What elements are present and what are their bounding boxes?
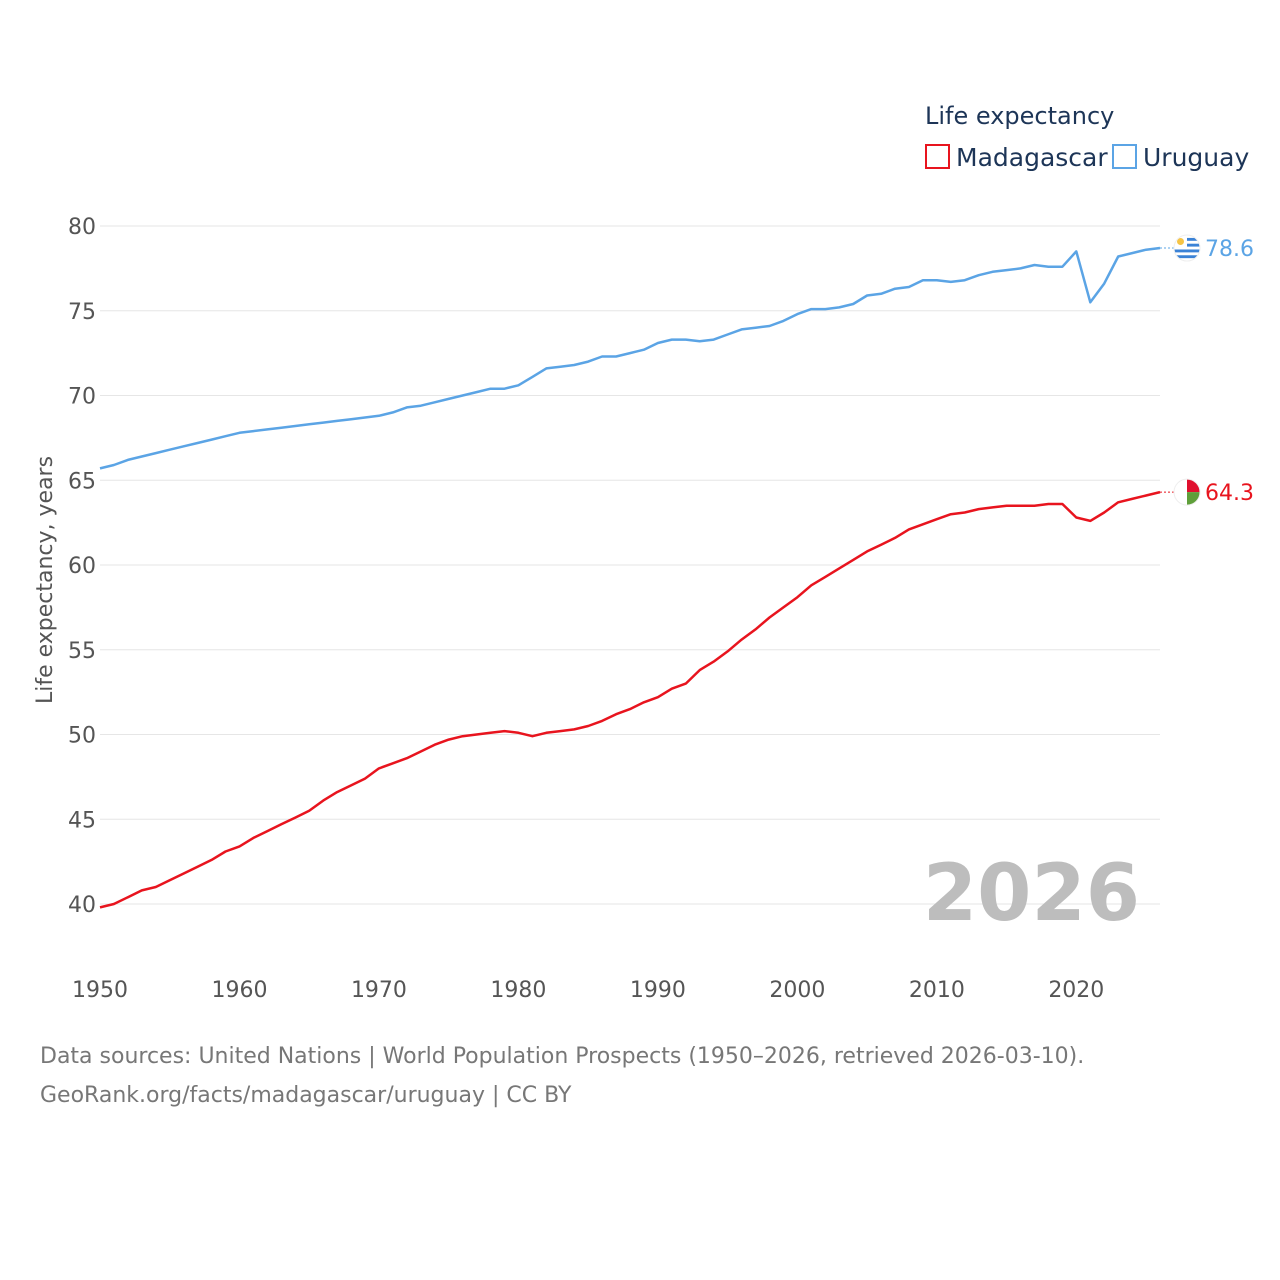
footer-credit: GeoRank.org/facts/madagascar/uruguay | C…: [40, 1083, 572, 1108]
end-markers: 64.3 78.6: [1160, 234, 1254, 506]
x-tick-label-1970: 1970: [351, 978, 407, 1003]
y-tick-label-40: 40: [68, 893, 96, 918]
legend-swatch-madagascar[interactable]: [925, 144, 950, 169]
x-tick-label-1990: 1990: [630, 978, 686, 1003]
y-tick-label-65: 65: [68, 469, 96, 494]
y-axis-ticks: 40 45 50 55 60 65 70 75 80: [68, 215, 96, 918]
current-year-watermark: 2026: [923, 849, 1140, 939]
legend-label-madagascar[interactable]: Madagascar: [956, 143, 1108, 172]
end-value-label-madagascar: 64.3: [1205, 481, 1254, 506]
uruguay-flag-icon: [1173, 234, 1201, 262]
y-tick-label-55: 55: [68, 639, 96, 664]
series-line-madagascar[interactable]: [99, 490, 1161, 909]
y-tick-label-45: 45: [68, 808, 96, 833]
gridlines: [100, 225, 1160, 905]
y-tick-label-80: 80: [68, 215, 96, 240]
x-tick-label-2020: 2020: [1048, 978, 1104, 1003]
series-line-uruguay[interactable]: [99, 246, 1161, 470]
x-tick-label-2000: 2000: [769, 978, 825, 1003]
y-tick-label-70: 70: [68, 385, 96, 410]
x-tick-label-2010: 2010: [909, 978, 965, 1003]
madagascar-flag-icon: [1173, 478, 1201, 506]
legend-label-uruguay[interactable]: Uruguay: [1143, 143, 1249, 172]
end-value-label-uruguay: 78.6: [1205, 237, 1254, 262]
x-tick-label-1980: 1980: [490, 978, 546, 1003]
y-tick-label-75: 75: [68, 300, 96, 325]
x-tick-label-1960: 1960: [211, 978, 267, 1003]
y-tick-label-60: 60: [68, 554, 96, 579]
footer-sources: Data sources: United Nations | World Pop…: [40, 1044, 1085, 1069]
x-tick-label-1950: 1950: [72, 978, 128, 1003]
legend-title: Life expectancy: [925, 102, 1114, 130]
y-axis-title: Life expectancy, years: [33, 456, 58, 704]
series-lines: [99, 246, 1161, 909]
legend: Life expectancy Madagascar Uruguay: [925, 102, 1249, 172]
y-tick-label-50: 50: [68, 724, 96, 749]
legend-swatch-uruguay[interactable]: [1112, 144, 1137, 169]
x-axis-ticks: 1950 1960 1970 1980 1990 2000 2010 2020: [72, 978, 1104, 1003]
